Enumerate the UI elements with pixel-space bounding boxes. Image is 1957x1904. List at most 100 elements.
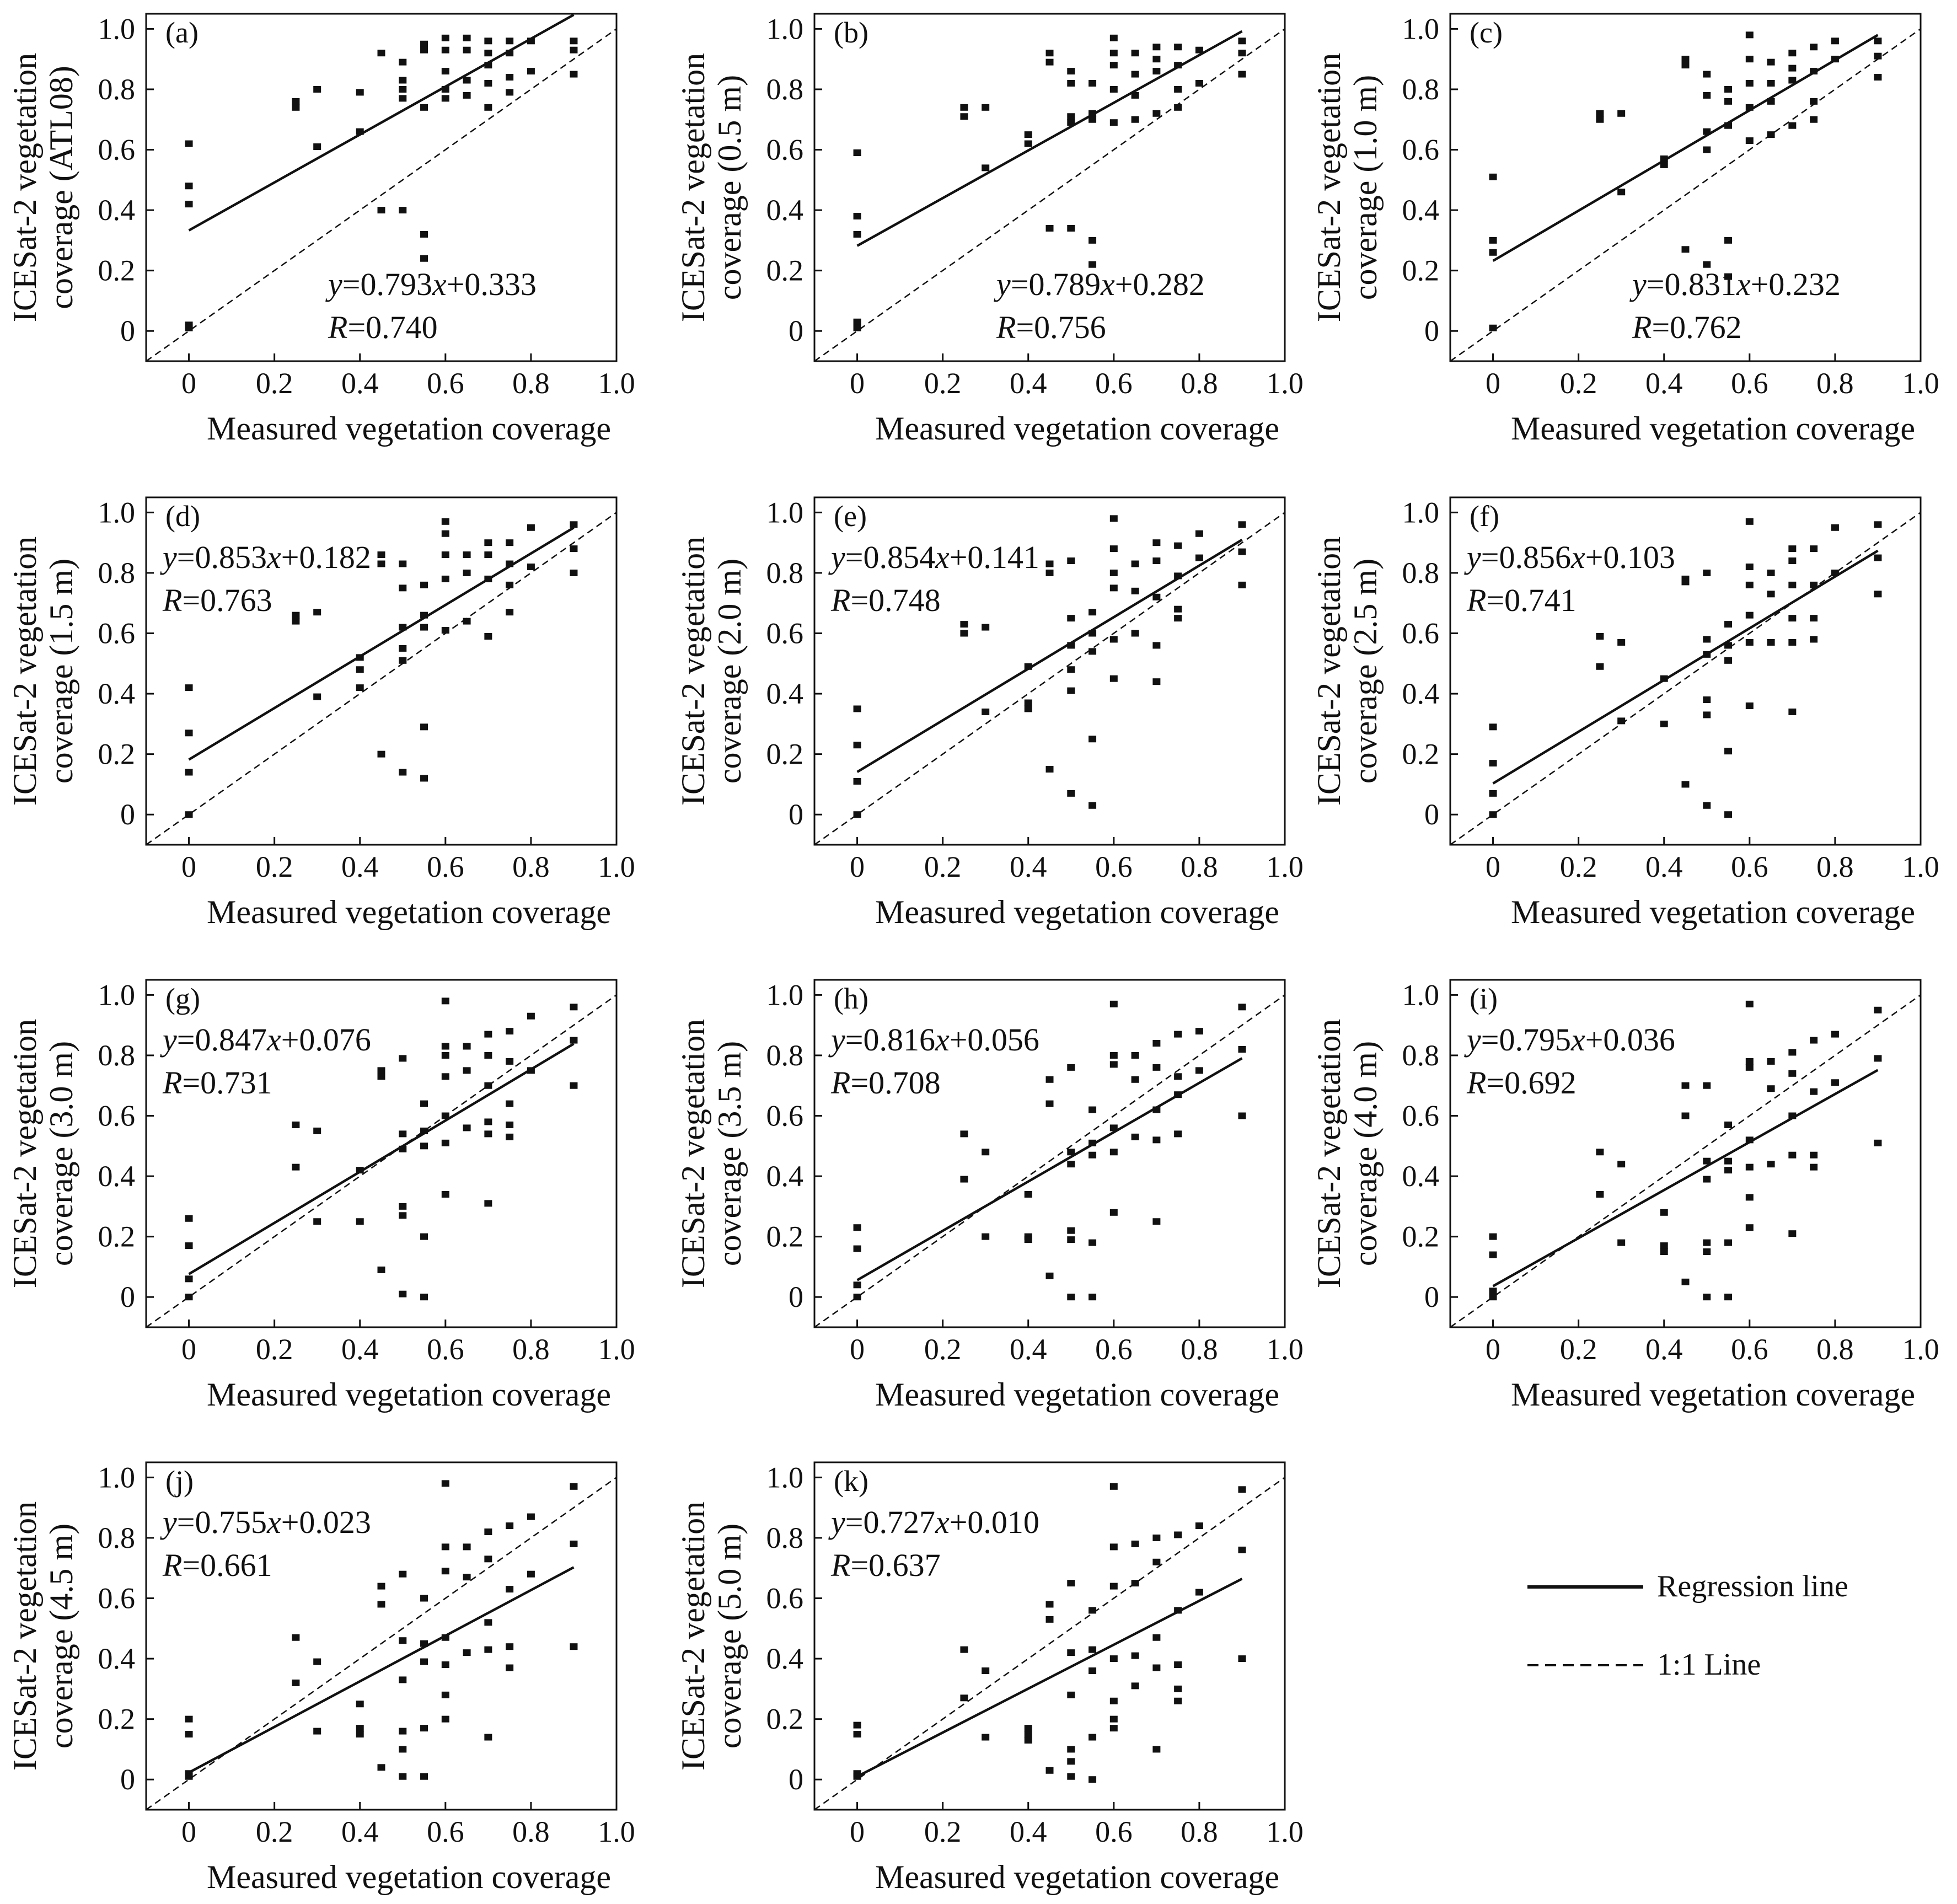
data-point (1703, 92, 1711, 99)
data-point (1703, 71, 1711, 78)
data-point (570, 46, 578, 53)
regression-equation: y=0.789x+0.282 (994, 266, 1205, 302)
x-tick-label: 0.4 (1010, 367, 1047, 400)
y-tick-label: 0.8 (766, 556, 804, 589)
data-point (1745, 31, 1754, 39)
one-to-one-line (1450, 28, 1921, 361)
data-point (570, 1082, 578, 1089)
data-point (1703, 146, 1711, 153)
panel-b: 0 0.2 0.4 0.6 0.8 1.0 0 0.2 0.4 0.6 0.8 1.0 Measured… (675, 12, 1304, 447)
data-point (1089, 736, 1097, 743)
y-tick-label: 0.6 (766, 1100, 804, 1133)
data-point (982, 1667, 990, 1674)
x-tick-label: 0 (850, 850, 865, 883)
y-axis-ticks: 0 0.2 0.4 0.6 0.8 1.0 (1402, 978, 1458, 1313)
data-point (1596, 633, 1604, 640)
data-point (420, 1640, 428, 1647)
data-points (185, 34, 578, 331)
data-point (1131, 1076, 1139, 1083)
data-point (463, 1543, 471, 1551)
data-point (1489, 1233, 1497, 1240)
data-point (1660, 1209, 1668, 1216)
data-point (1067, 1746, 1075, 1753)
legend: Regression line 1:1 Line (1527, 1569, 1848, 1682)
data-point (1788, 1112, 1797, 1119)
data-point (1788, 1230, 1797, 1237)
data-point (356, 128, 364, 135)
data-point (1195, 1067, 1203, 1074)
data-point (1152, 1106, 1161, 1113)
data-point (960, 113, 968, 120)
data-point (399, 1570, 407, 1578)
data-point (1767, 1058, 1775, 1065)
correlation-r: R=0.708 (830, 1065, 941, 1101)
data-point (1874, 1055, 1882, 1062)
data-point (1152, 593, 1161, 600)
y-tick-label: 0.2 (1402, 1220, 1440, 1253)
data-point (1067, 1294, 1075, 1301)
data-point (356, 684, 364, 691)
data-point (960, 1646, 968, 1653)
y-tick-label: 0.4 (766, 1160, 804, 1193)
data-point (527, 524, 535, 531)
correlation-r: R=0.762 (1632, 309, 1742, 345)
data-point (185, 1731, 193, 1738)
data-point (1810, 636, 1818, 643)
data-point (1045, 50, 1054, 57)
data-point (960, 1694, 968, 1702)
data-point (484, 1031, 492, 1038)
data-point (1067, 1161, 1075, 1168)
data-point (377, 750, 385, 758)
data-point (1109, 569, 1118, 576)
x-axis-ticks: 0 0.2 0.4 0.6 0.8 1.0 (850, 353, 1304, 400)
panel-tag: (k) (834, 1465, 868, 1498)
data-point (1745, 56, 1754, 63)
data-point (441, 627, 449, 634)
y-tick-label: 1.0 (98, 1461, 136, 1494)
y-tick-label: 0.6 (98, 1582, 136, 1615)
data-point (527, 1067, 535, 1074)
data-point (1131, 1052, 1139, 1059)
x-tick-label: 0 (181, 1815, 196, 1848)
data-point (463, 1574, 471, 1581)
y-tick-label: 1.0 (1402, 978, 1440, 1011)
data-points (185, 1480, 578, 1780)
data-point (506, 1664, 514, 1671)
regression-line (188, 1566, 575, 1774)
panel-tag: (b) (834, 16, 868, 49)
reference-lines (1450, 512, 1921, 845)
data-point (484, 50, 492, 57)
data-point (1489, 723, 1497, 731)
y-tick-label: 0.6 (1402, 617, 1440, 650)
data-point (1109, 1715, 1118, 1723)
data-point (960, 104, 968, 111)
data-point (377, 1583, 385, 1590)
x-tick-label: 0.8 (1181, 1333, 1218, 1366)
data-point (420, 1143, 428, 1150)
data-point (1238, 50, 1246, 57)
reference-lines (146, 994, 616, 1327)
y-axis-label: coverage (0.5 m) (711, 75, 748, 300)
data-point (377, 551, 385, 559)
data-point (399, 1637, 407, 1644)
data-point (463, 34, 471, 41)
data-point (377, 1067, 385, 1074)
data-point (185, 1215, 193, 1222)
data-point (1045, 1616, 1054, 1623)
data-point (1195, 80, 1203, 87)
regression-equation: y=0.795x+0.036 (1464, 1022, 1675, 1058)
data-point (463, 569, 471, 576)
x-tick-label: 0 (1486, 1333, 1500, 1366)
x-tick-label: 0.8 (512, 850, 550, 883)
x-tick-label: 0.2 (924, 1815, 962, 1848)
data-point (356, 666, 364, 673)
y-tick-label: 0.6 (98, 617, 136, 650)
panel-h: 0 0.2 0.4 0.6 0.8 1.0 0 0.2 0.4 0.6 0.8 1.0 Measured… (675, 978, 1304, 1413)
one-to-one-line (146, 512, 616, 845)
data-point (1089, 261, 1097, 268)
data-point (1067, 68, 1075, 75)
data-point (377, 560, 385, 567)
y-axis-label: coverage (2.5 m) (1347, 559, 1384, 784)
x-tick-label: 0 (1486, 850, 1500, 883)
data-point (484, 104, 492, 111)
